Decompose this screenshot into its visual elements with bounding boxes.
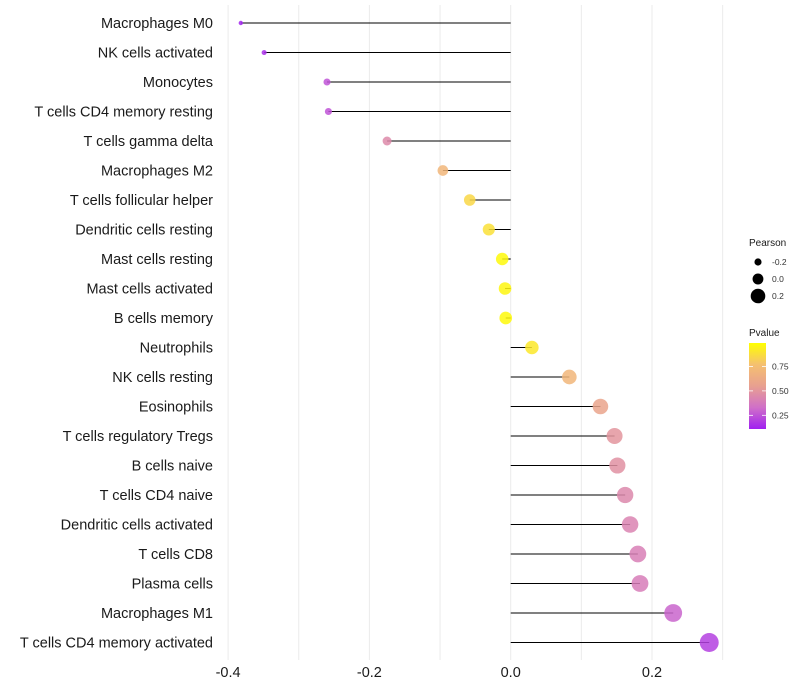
y-axis-label: T cells CD4 memory resting bbox=[34, 105, 213, 121]
x-tick-label: -0.2 bbox=[357, 665, 382, 681]
data-point bbox=[616, 486, 634, 504]
size-legend-label: 0.0 bbox=[772, 274, 784, 284]
data-point bbox=[606, 427, 623, 445]
color-legend-label: 0.75 bbox=[772, 361, 789, 371]
y-axis-label: T cells CD4 memory activated bbox=[20, 636, 213, 652]
y-axis-label: T cells CD8 bbox=[138, 547, 213, 563]
y-axis-labels: Macrophages M0 NK cells activated Monocyte… bbox=[20, 16, 214, 652]
y-axis-label: T cells gamma delta bbox=[84, 134, 214, 150]
data-point bbox=[631, 575, 649, 592]
y-axis-label: Neutrophils bbox=[140, 341, 213, 357]
data-point bbox=[382, 136, 392, 146]
y-axis-label: T cells follicular helper bbox=[70, 193, 213, 209]
data-point bbox=[323, 78, 331, 86]
data-point bbox=[699, 633, 719, 652]
y-axis-label: Dendritic cells resting bbox=[75, 223, 213, 239]
data-point bbox=[499, 311, 513, 325]
color-legend-title: Pvalue bbox=[749, 328, 780, 339]
y-axis-label: Dendritic cells activated bbox=[61, 518, 213, 534]
grid bbox=[227, 5, 724, 660]
size-legend-key bbox=[754, 258, 762, 266]
x-tick-label: 0.2 bbox=[642, 665, 662, 681]
data-point bbox=[609, 457, 626, 474]
x-tick-label: 0.0 bbox=[501, 665, 521, 681]
data-point bbox=[437, 165, 449, 176]
x-axis-ticks: -0.4 -0.2 0.0 0.2 bbox=[216, 665, 662, 681]
data-point bbox=[463, 194, 476, 206]
data-point bbox=[498, 282, 512, 295]
size-legend-title: Pearson bbox=[749, 238, 786, 249]
y-axis-label: Mast cells activated bbox=[86, 282, 213, 298]
data-point bbox=[482, 223, 495, 236]
data-point bbox=[495, 252, 509, 266]
size-legend-key bbox=[750, 288, 766, 304]
y-axis-label: Plasma cells bbox=[132, 577, 213, 593]
size-legend: -0.2 0.0 0.2 bbox=[750, 257, 787, 304]
data-point bbox=[238, 20, 244, 26]
y-axis-label: Macrophages M2 bbox=[101, 164, 213, 180]
y-axis-label: Mast cells resting bbox=[101, 252, 213, 268]
y-axis-label: B cells memory bbox=[114, 311, 214, 327]
legend: Pearson -0.2 0.0 0.2 Pvalue 0.75 0.50 0.25 bbox=[749, 238, 789, 429]
data-point bbox=[562, 369, 577, 385]
color-legend-bar bbox=[749, 343, 766, 429]
data-point bbox=[261, 49, 267, 56]
data-point bbox=[324, 107, 332, 116]
color-legend-label: 0.25 bbox=[772, 410, 789, 420]
y-axis-label: Macrophages M0 bbox=[101, 16, 213, 32]
y-axis-label: B cells naive bbox=[132, 459, 213, 475]
x-tick-label: -0.4 bbox=[216, 665, 241, 681]
y-axis-label: Eosinophils bbox=[139, 400, 213, 416]
data-point bbox=[664, 604, 683, 622]
y-axis-label: Monocytes bbox=[143, 75, 213, 91]
y-axis-label: NK cells activated bbox=[98, 46, 213, 62]
color-legend-label: 0.50 bbox=[772, 386, 789, 396]
data-point bbox=[592, 398, 609, 415]
data-point bbox=[621, 516, 639, 533]
segments bbox=[240, 22, 710, 644]
y-axis-label: T cells CD4 naive bbox=[100, 488, 213, 504]
data-point bbox=[629, 545, 647, 563]
size-legend-label: 0.2 bbox=[772, 291, 784, 301]
points bbox=[238, 20, 719, 652]
y-axis-label: T cells regulatory Tregs bbox=[63, 429, 213, 445]
color-legend-ticks: 0.75 0.50 0.25 bbox=[749, 361, 789, 420]
data-point bbox=[525, 340, 539, 355]
y-axis-label: Macrophages M1 bbox=[101, 606, 213, 622]
size-legend-key bbox=[752, 273, 764, 285]
size-legend-label: -0.2 bbox=[772, 257, 787, 267]
y-axis-label: NK cells resting bbox=[112, 370, 213, 386]
